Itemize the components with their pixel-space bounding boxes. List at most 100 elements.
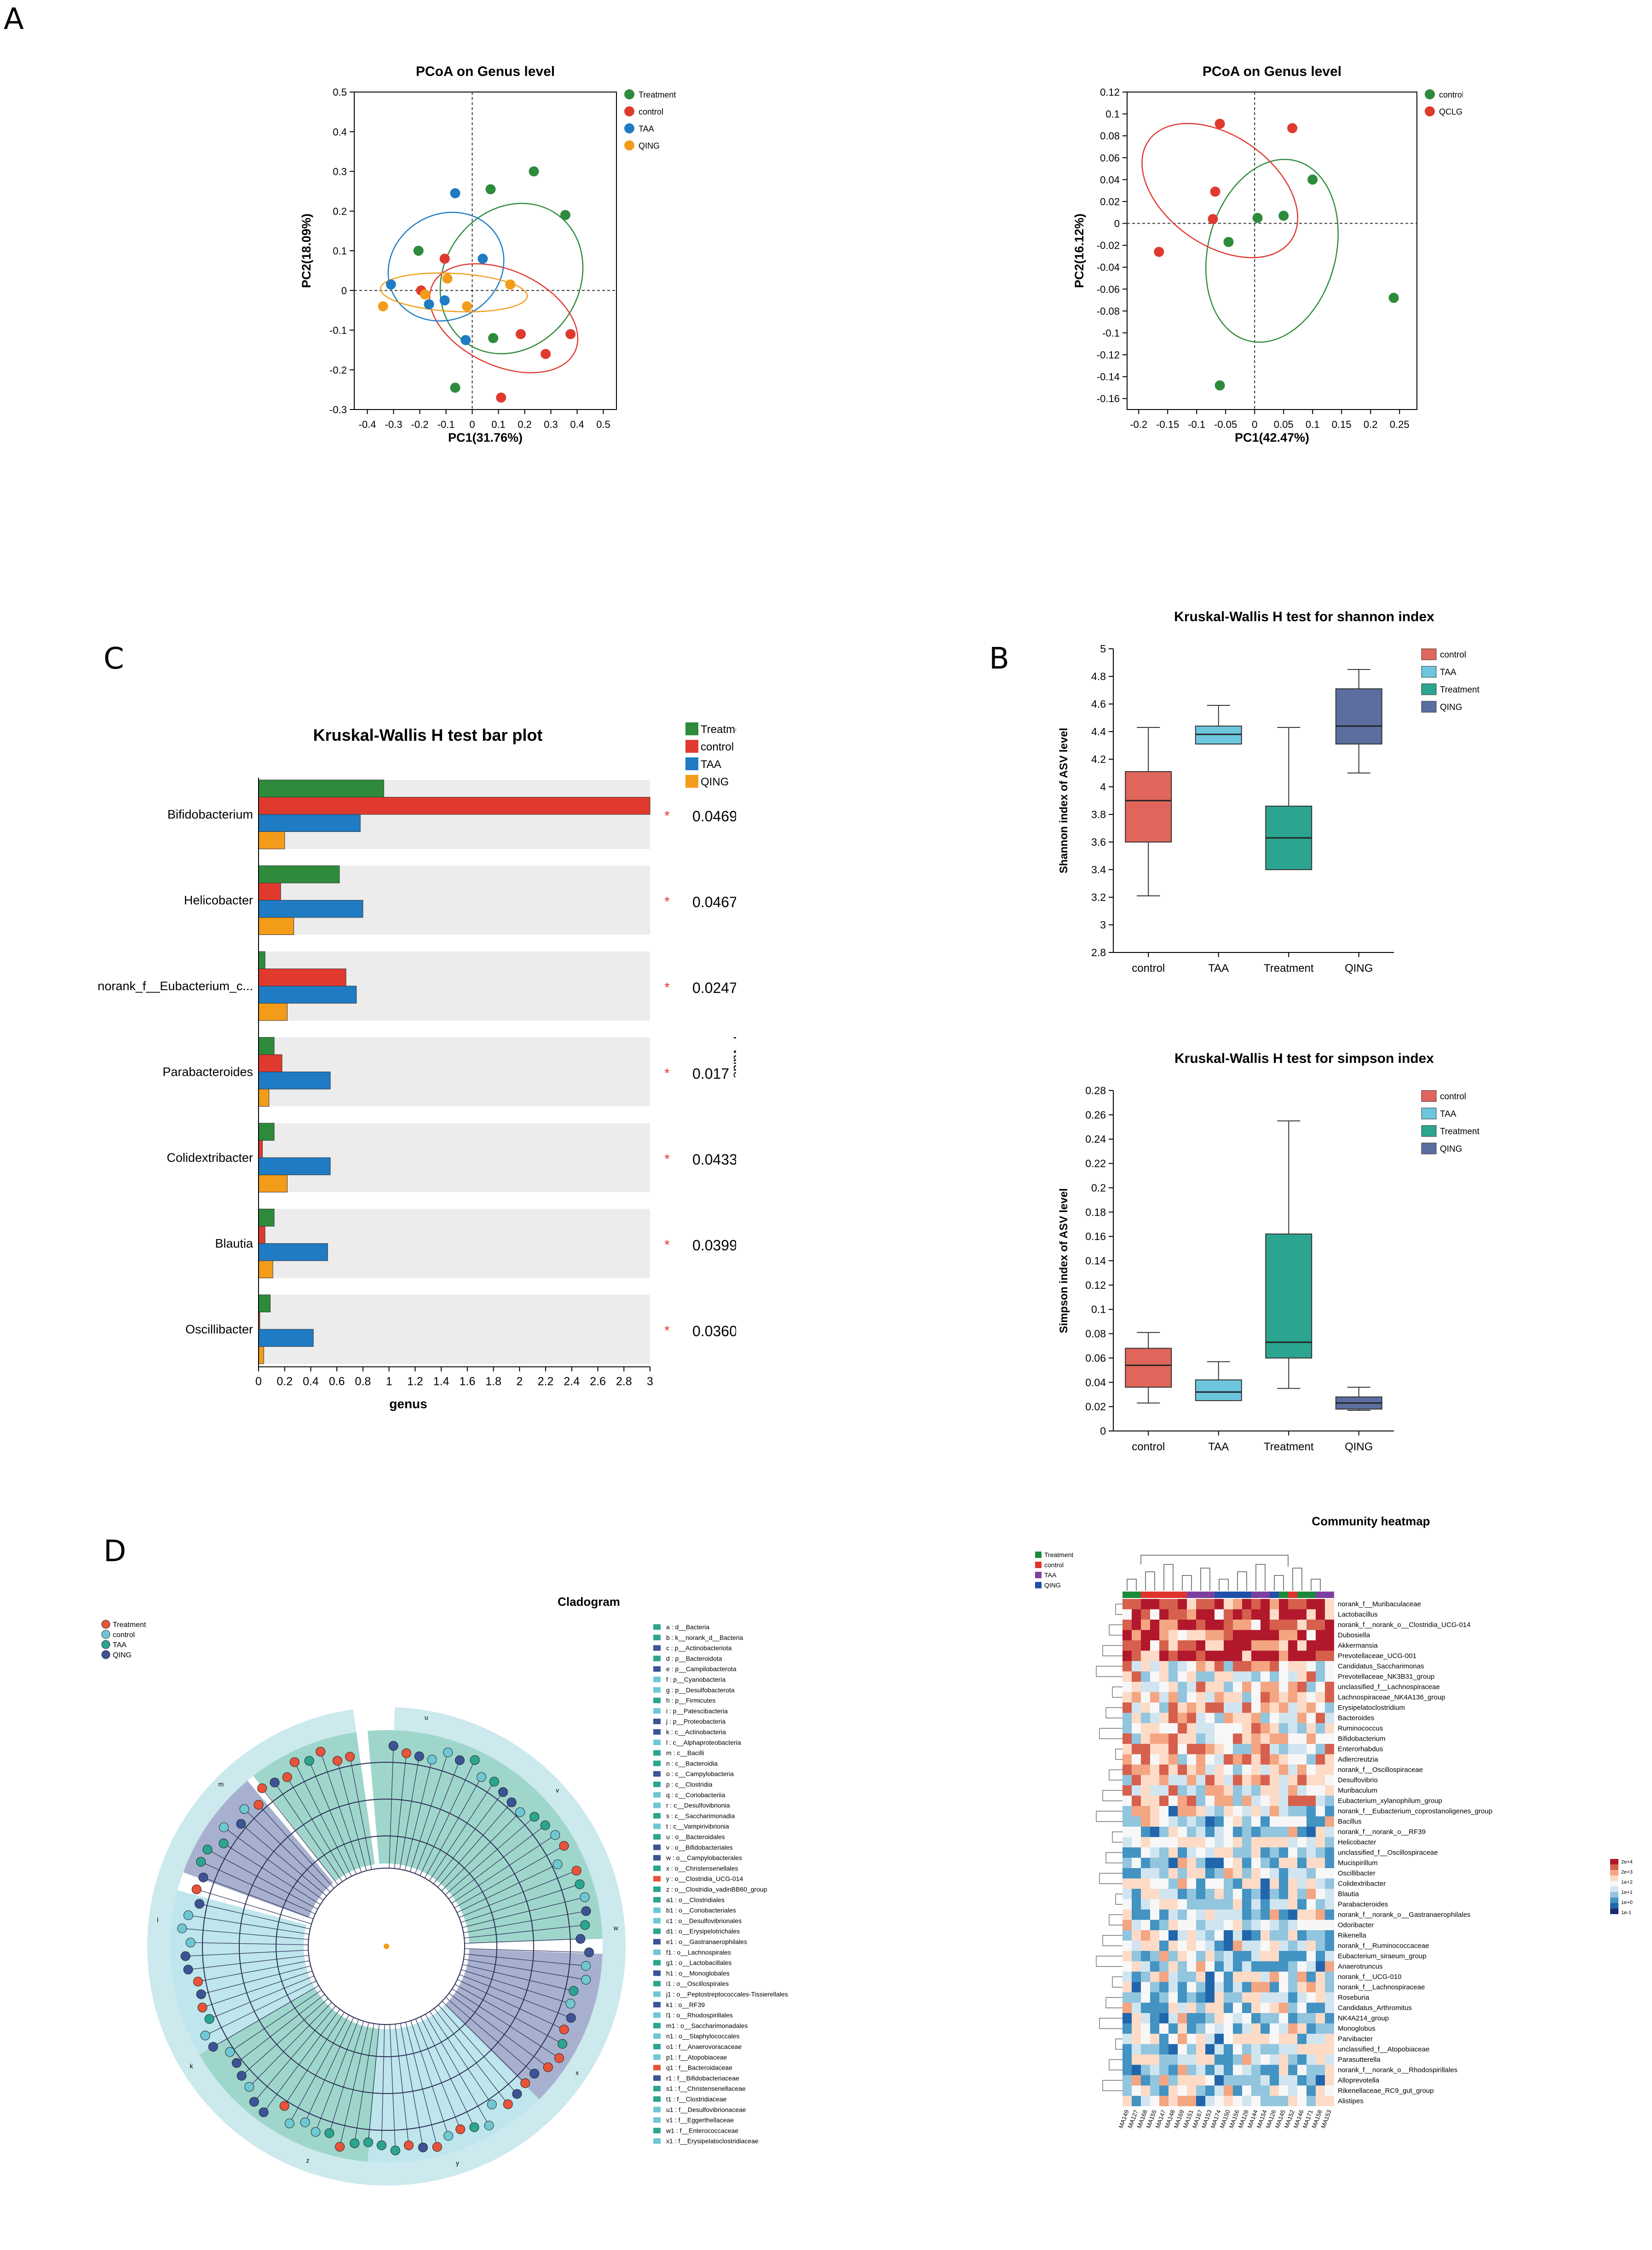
heatmap-cell [1270,1992,1279,2003]
heatmap-cell [1279,1982,1288,1992]
row-label: Bacillus [1338,1818,1362,1826]
heatmap-cell [1242,1847,1251,1858]
tree-branch [459,1870,577,1918]
heatmap-cell [1205,1599,1215,1610]
heatmap-cell [1168,1920,1178,1930]
x-tick-label: 2.8 [616,1375,632,1388]
heatmap-cell [1251,1682,1261,1692]
row-label: Parabacteroides [1338,1901,1388,1909]
heatmap-cell [1141,1868,1150,1879]
heatmap-cell [1150,1837,1159,1847]
heatmap-cell [1159,1930,1168,1941]
heatmap-cell [1233,1640,1242,1651]
legend-label: TAA [639,124,654,133]
tree-branch [405,2022,437,2147]
heatmap-cell [1279,1940,1288,1951]
taxa-swatch [653,1918,661,1924]
heatmap-cell [1168,1723,1178,1734]
heatmap-cell [1261,1992,1270,2003]
taxa-swatch [653,1708,661,1714]
heatmap-cell [1122,1858,1132,1868]
heatmap-cell [1307,1754,1316,1765]
heatmap-cell [1122,1620,1132,1630]
heatmap-cell [1325,2065,1334,2075]
heatmap-cell [1215,1744,1224,1754]
heatmap-cell [1150,2085,1159,2096]
clade-wedge [170,1890,315,2054]
heatmap-cell [1288,1889,1297,1899]
heatmap-cell [1132,1858,1141,1868]
heatmap-cell [1132,1920,1141,1930]
x-tick-label: 1 [386,1375,392,1388]
heatmap-cell [1242,1878,1251,1889]
heatmap-cell [1168,1713,1178,1723]
heatmap-cell [1178,1930,1187,1941]
y-tick-label: 3.4 [1091,864,1106,876]
heatmap-cell [1196,1972,1205,1982]
heatmap-cell [1261,1940,1270,1951]
heatmap-cell [1187,1671,1196,1682]
heatmap-cell [1279,2023,1288,2034]
heatmap-cell [1316,2054,1325,2065]
heatmap-cell [1288,1930,1297,1941]
x-tick-label: 0.4 [570,419,584,430]
tree-node [553,1859,563,1869]
legend-marker [1425,106,1435,116]
taxa-label: e1 : o__Gastranaerophilales [666,1938,747,1945]
wedge-label: m [218,1781,224,1788]
heatmap-cell [1159,1754,1168,1765]
heatmap-cell [1150,1878,1159,1889]
heatmap-cell [1251,1630,1261,1640]
heatmap-cell [1187,1992,1196,2003]
heatmap-cell [1187,1858,1196,1868]
row-dendrogram [1115,1604,1122,1615]
heatmap-cell [1150,1858,1159,1868]
heatmap-cell [1325,1713,1334,1723]
heatmap-cell [1159,1785,1168,1796]
row-label: Eubacterium_xylanophilum_group [1338,1797,1442,1805]
tree-branch [429,2011,492,2105]
taxa-label: i : p__Patescibacteria [666,1707,728,1714]
heatmap-cell [1251,1754,1261,1765]
heatmap-cell [1150,1620,1159,1630]
heatmap-cell [1261,1630,1270,1640]
heatmap-cell [1279,1795,1288,1806]
row-label: norank_f__Lachnospiraceae [1338,1984,1425,1991]
row-label: Mucispirillum [1338,1859,1378,1867]
x-tick-label: 0.1 [1306,419,1320,430]
tree-node [455,1755,465,1765]
row-dendrogram [1115,1748,1122,1760]
clade-wedge [199,1988,380,2162]
heatmap-cell [1150,1723,1159,1734]
legend-swatch [685,757,698,770]
wedge-label: z [306,2157,309,2164]
tree-node [404,2140,414,2151]
heatmap-cell [1251,1661,1261,1672]
wedge-label: k [190,2062,193,2070]
heatmap-cell [1270,1620,1279,1630]
heatmap-cell [1141,1972,1150,1982]
heatmap-cell [1288,1992,1297,2003]
heatmap-cell [1205,2065,1215,2075]
group-bar-cell [1132,1592,1141,1598]
heatmap-cell [1159,1858,1168,1868]
tree-branch [241,1998,328,2076]
heatmap-cell [1270,1671,1279,1682]
heatmap-cell [1122,1713,1132,1723]
heatmap-cell [1288,1599,1297,1610]
row-background [259,1295,650,1364]
heatmap-cell [1251,1868,1261,1879]
category-label: QING [1345,1441,1373,1453]
heatmap-cell [1297,2065,1307,2075]
tree-node [581,1975,591,1985]
tree-branch [394,1753,407,1869]
heatmap-cell [1261,1785,1270,1796]
heatmap-cell [1325,1609,1334,1620]
row-label: Helicobacter [1338,1839,1376,1846]
heatmap-cell [1270,1951,1279,1962]
legend-marker [1425,89,1435,99]
heatmap-cell [1261,2034,1270,2044]
tree-node [196,1857,206,1867]
taxa-label: l1 : o__Rhodospirillales [666,2012,733,2019]
heatmap-cell [1187,2044,1196,2054]
